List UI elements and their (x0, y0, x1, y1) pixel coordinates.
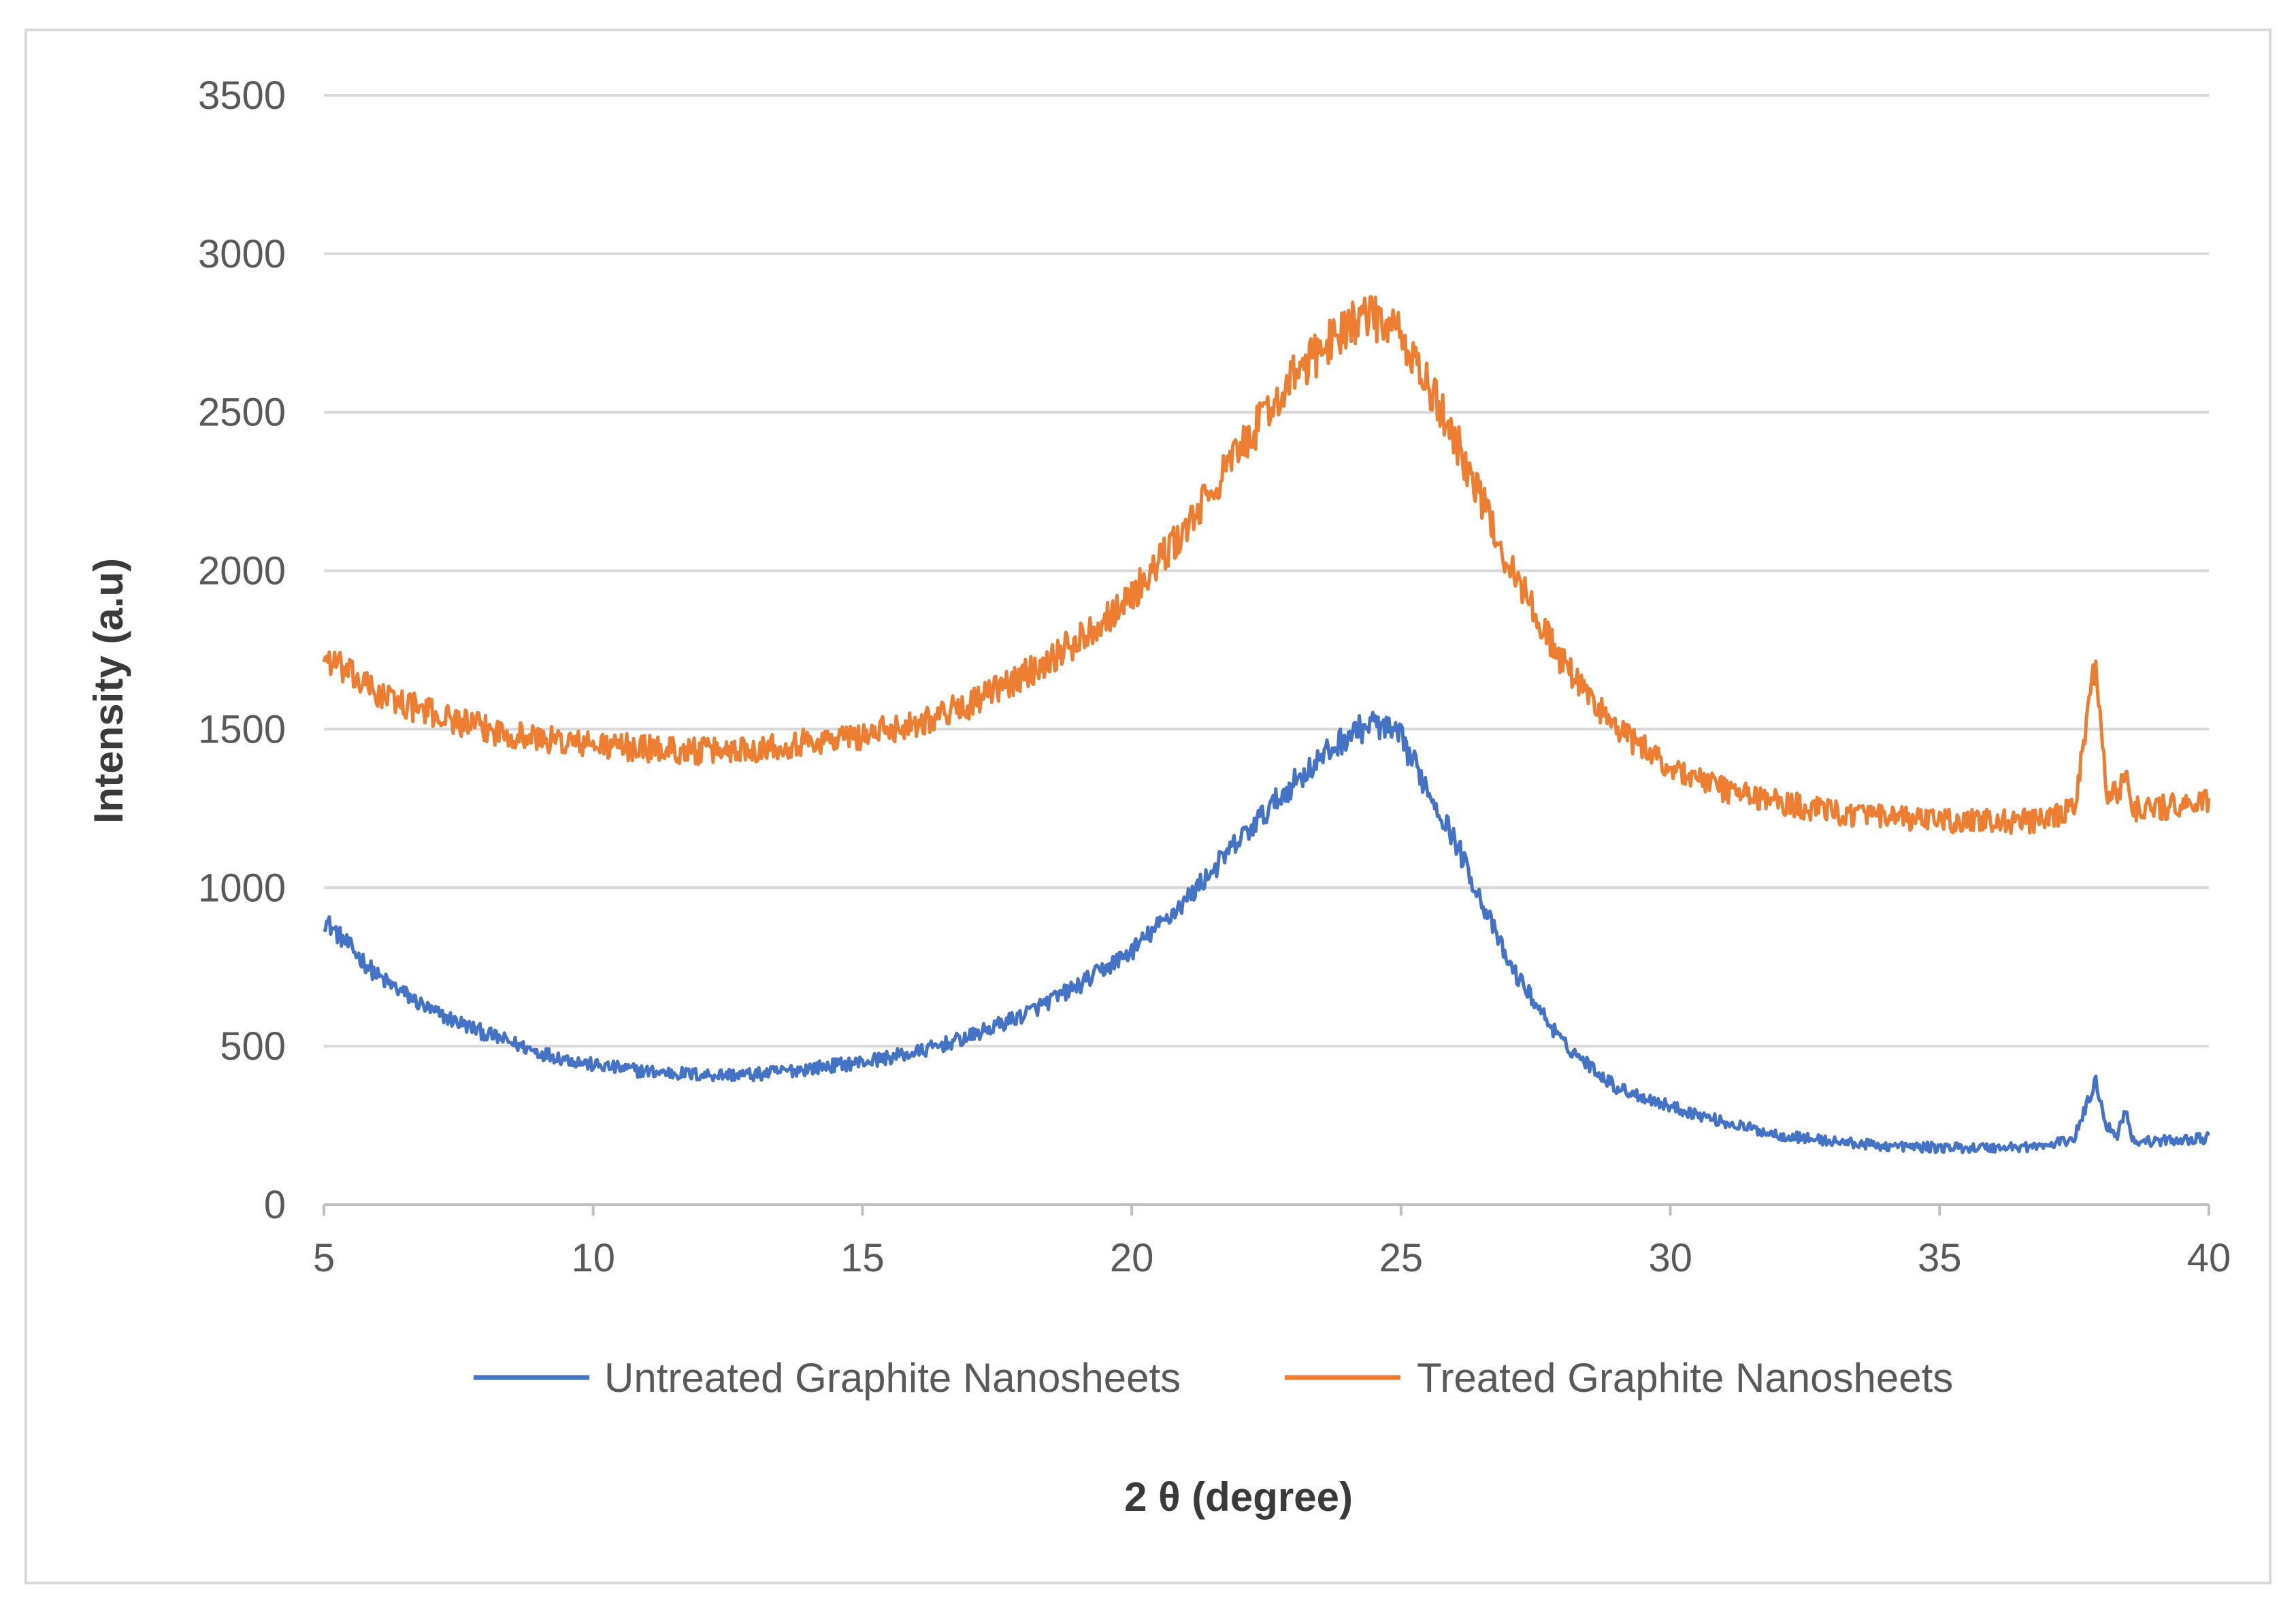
series-line-treated (322, 295, 2211, 835)
x-tick-label: 35 (1918, 1236, 1962, 1280)
y-tick-label: 500 (220, 1024, 286, 1069)
x-tick-label: 20 (1110, 1236, 1154, 1280)
x-tick-label: 25 (1379, 1236, 1424, 1280)
y-tick-label: 3000 (198, 232, 286, 276)
legend-label-untreated: Untreated Graphite Nanosheets (604, 1355, 1181, 1401)
x-tick-label: 5 (313, 1236, 335, 1280)
y-tick-labels: 0 500 1000 1500 2000 2500 3000 3500 (198, 74, 286, 1227)
y-tick-label: 3500 (198, 74, 286, 118)
y-tick-label: 1500 (198, 707, 286, 751)
legend-label-treated: Treated Graphite Nanosheets (1417, 1355, 1953, 1401)
x-tick-label: 10 (571, 1236, 615, 1280)
y-tick-label: 0 (264, 1183, 286, 1227)
chart-frame (24, 29, 2272, 1584)
series-lines (322, 295, 2211, 1154)
y-tick-label: 2000 (198, 549, 286, 593)
series-line-untreated (323, 711, 2211, 1154)
y-tick-label: 1000 (198, 866, 286, 910)
x-axis-title: 2 θ (degree) (1124, 1474, 1353, 1520)
y-tick-label: 2500 (198, 391, 286, 435)
legend: Untreated Graphite Nanosheets Treated Gr… (474, 1355, 1953, 1401)
grid-lines (324, 94, 2209, 1048)
x-tick-label: 40 (2187, 1236, 2231, 1280)
x-tick-labels: 5 10 15 20 25 30 35 40 (313, 1205, 2231, 1280)
y-axis-title: Intensity (a.u) (86, 558, 131, 824)
x-tick-label: 15 (840, 1236, 885, 1280)
x-tick-label: 30 (1648, 1236, 1692, 1280)
